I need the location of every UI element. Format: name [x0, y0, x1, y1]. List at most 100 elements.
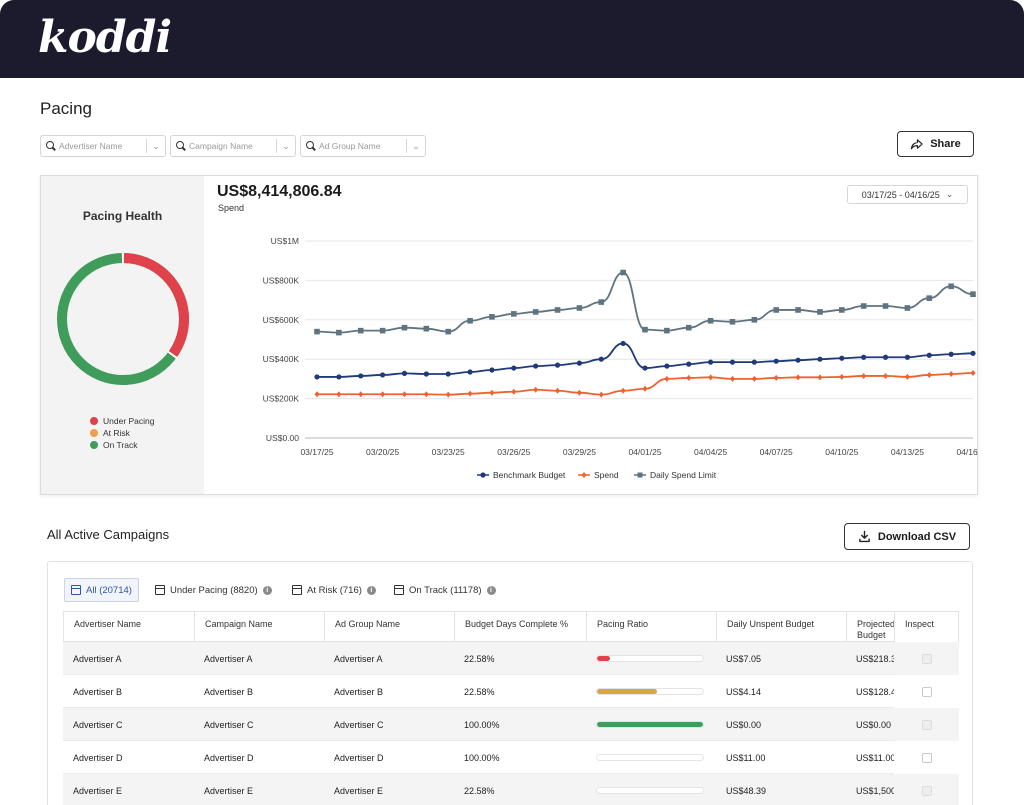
legend-item: Under Pacing: [90, 415, 155, 427]
download-csv-label: Download CSV: [877, 530, 957, 543]
pacing-health-legend: Under Pacing At Risk On Track: [90, 415, 155, 451]
ad-group-filter-placeholder: Ad Group Name: [319, 141, 381, 151]
series-point: [401, 391, 407, 398]
series-point: [423, 391, 429, 398]
y-tick-label: US$800K: [263, 275, 300, 285]
legend-label: Daily Spend Limit: [650, 470, 717, 480]
series-point: [423, 371, 429, 377]
tab-label: All (20714): [86, 584, 132, 596]
x-tick-label: 04/07/25: [760, 447, 793, 457]
series-point: [511, 388, 517, 395]
legend-dot: [90, 417, 98, 425]
tab-at-risk[interactable]: At Risk (716) i: [286, 578, 382, 602]
column-header-projected[interactable]: Projected Budget: [846, 612, 894, 642]
table-row[interactable]: Advertiser B Advertiser B Advertiser B 22.5…: [63, 675, 959, 708]
chevron-down-icon: ⌄: [945, 189, 954, 199]
total-spend-label: Spend: [218, 203, 245, 213]
series-point: [664, 375, 670, 382]
campaign-cell: Advertiser A: [204, 653, 253, 664]
series-point: [314, 328, 320, 335]
ad-group-cell: Advertiser A: [334, 653, 383, 664]
download-csv-button[interactable]: Download CSV: [844, 523, 970, 550]
inspect-checkbox[interactable]: [921, 719, 932, 730]
ad-group-filter[interactable]: Ad Group Name ⌄: [300, 135, 426, 157]
series-point: [948, 283, 954, 290]
projected-budget-cell: US$0.00: [856, 719, 892, 730]
series-point: [533, 386, 539, 393]
legend-label: Benchmark Budget: [493, 470, 566, 480]
koddi-logo[interactable]: koddi: [38, 12, 172, 63]
search-icon: [41, 136, 59, 156]
series-point: [883, 372, 889, 379]
series-point: [708, 359, 714, 365]
series-point: [598, 391, 604, 398]
inspect-cell: [894, 741, 959, 774]
projected-budget-cell: US$1,500: [856, 785, 894, 796]
info-icon[interactable]: i: [366, 585, 376, 595]
chevron-down-icon[interactable]: ⌄: [412, 140, 420, 151]
inspect-cell: [894, 642, 959, 675]
inspect-checkbox[interactable]: [921, 653, 932, 664]
ad-group-cell: Advertiser C: [334, 719, 384, 730]
series-point: [795, 357, 801, 363]
advertiser-cell: Advertiser B: [73, 686, 123, 697]
column-header-daily-unspent[interactable]: Daily Unspent Budget: [716, 612, 846, 642]
table-row[interactable]: Advertiser A Advertiser A Advertiser A 22.5…: [63, 642, 959, 675]
column-header-advertiser[interactable]: Advertiser Name: [63, 612, 194, 642]
chevron-down-icon[interactable]: ⌄: [152, 140, 160, 151]
table-row[interactable]: Advertiser C Advertiser C Advertiser C 100.…: [63, 708, 959, 741]
advertiser-filter[interactable]: Advertiser Name ⌄: [40, 135, 166, 157]
tab-all[interactable]: All (20714): [64, 578, 139, 602]
tab-on-track[interactable]: On Track (11178) i: [388, 578, 502, 602]
table-row[interactable]: Advertiser E Advertiser E Advertiser E 22.5…: [63, 774, 959, 805]
tab-under-pacing[interactable]: Under Pacing (8820) i: [149, 578, 278, 602]
x-tick-label: 03/20/25: [366, 447, 399, 457]
daily-unspent-cell: US$0.00: [726, 719, 762, 730]
column-header-pacing-ratio[interactable]: Pacing Ratio: [586, 612, 716, 642]
calendar-icon: [71, 585, 81, 595]
series-point: [686, 374, 692, 381]
series-point: [620, 387, 626, 394]
inspect-checkbox[interactable]: [921, 785, 932, 796]
column-header-ad-group[interactable]: Ad Group Name: [324, 612, 454, 642]
series-point: [729, 375, 735, 382]
series-point: [620, 340, 626, 347]
info-icon[interactable]: i: [262, 585, 272, 595]
campaign-filter-placeholder: Campaign Name: [189, 141, 253, 151]
series-point: [445, 371, 451, 377]
series-point: [380, 391, 386, 398]
series-point: [336, 391, 342, 398]
column-header-days-complete[interactable]: Budget Days Complete %: [454, 612, 586, 642]
column-header-inspect[interactable]: Inspect: [894, 612, 959, 642]
series-point: [839, 373, 845, 380]
days-complete-cell: 22.58%: [464, 785, 495, 796]
share-button[interactable]: Share: [897, 131, 974, 157]
inspect-checkbox[interactable]: [921, 752, 932, 763]
series-point: [904, 305, 911, 311]
series-point: [751, 359, 757, 365]
series-point: [926, 352, 932, 358]
y-tick-label: US$400K: [263, 354, 300, 364]
campaign-filter[interactable]: Campaign Name ⌄: [170, 135, 296, 157]
y-tick-label: US$200K: [263, 394, 300, 404]
series-point: [729, 359, 736, 365]
series-point: [379, 327, 386, 334]
series-point: [970, 350, 976, 356]
legend-item: At Risk: [90, 427, 155, 439]
table-row[interactable]: Advertiser D Advertiser D Advertiser D 100.…: [63, 741, 959, 774]
column-header-campaign[interactable]: Campaign Name: [194, 612, 324, 642]
info-icon[interactable]: i: [486, 585, 496, 595]
tab-label: Under Pacing (8820): [170, 584, 258, 596]
y-tick-label: US$0.00: [266, 433, 299, 443]
series-point: [576, 360, 582, 366]
search-icon: [171, 136, 189, 156]
x-tick-label: 03/26/25: [497, 447, 530, 457]
series-point: [926, 371, 932, 378]
series-point: [489, 367, 495, 373]
date-range-picker[interactable]: 03/17/25 - 04/16/25 ⌄: [847, 185, 968, 204]
chevron-down-icon[interactable]: ⌄: [282, 140, 290, 151]
daily-unspent-cell: US$11.00: [726, 752, 766, 763]
inspect-checkbox[interactable]: [921, 686, 932, 697]
campaigns-panel: [47, 561, 973, 805]
y-tick-label: US$600K: [263, 315, 300, 325]
